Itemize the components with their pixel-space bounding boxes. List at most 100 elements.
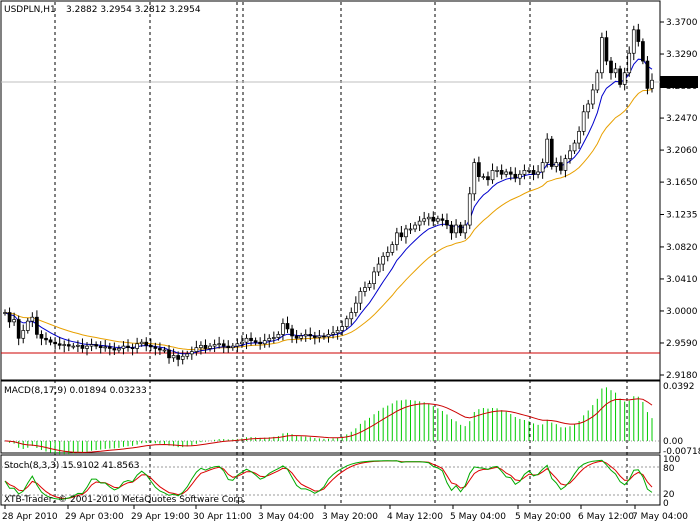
candle-body — [294, 335, 299, 339]
stoch-tick-label: 100 — [663, 455, 680, 465]
candle-body — [194, 347, 199, 352]
candle-body — [276, 334, 281, 338]
candle-body — [262, 340, 267, 345]
candle-body — [394, 232, 399, 245]
candle-body — [308, 334, 313, 337]
price-tick-label: 2.9590 — [666, 339, 698, 349]
candle-body — [408, 228, 413, 231]
candle-body — [244, 337, 249, 343]
candle-body — [112, 348, 117, 351]
candle-body — [440, 218, 445, 221]
candle-body — [559, 162, 563, 171]
price-tick-label: 3.3290 — [666, 50, 698, 60]
candle-body — [203, 344, 208, 349]
candle-body — [504, 171, 509, 175]
candle-body — [390, 244, 395, 253]
candle-body — [180, 355, 185, 360]
candle-body — [107, 346, 112, 349]
candle-body — [16, 319, 21, 339]
candle-body — [463, 224, 468, 234]
candle-body — [641, 41, 645, 62]
candle-body — [522, 170, 527, 175]
candle-body — [35, 316, 39, 335]
candle-body — [53, 341, 57, 345]
current-price-value: 3.2954 — [663, 78, 695, 88]
candle-body — [290, 328, 294, 337]
candle-body — [609, 60, 613, 74]
candle-body — [299, 335, 304, 339]
candle-body — [436, 218, 440, 222]
candle-body — [217, 343, 221, 346]
candle-body — [577, 130, 581, 144]
candle-body — [208, 345, 212, 349]
candle-body — [167, 349, 171, 359]
macd-tick-label: 0.00 — [663, 437, 683, 447]
candle-body — [312, 335, 317, 338]
macd-tick-label: 0.0392 — [663, 382, 695, 392]
candle-body — [449, 224, 454, 234]
candle-body — [490, 170, 495, 181]
macd-histogram — [9, 387, 653, 455]
stoch-indicator-label: Stoch(8,3,3) 15.9102 41.8563 — [4, 461, 139, 471]
price-tick-label: 3.2470 — [666, 114, 698, 124]
candle-body — [595, 72, 600, 91]
candle-body — [139, 341, 144, 345]
time-tick-label: 29 Apr 19:00 — [131, 512, 190, 522]
candle-body — [636, 29, 641, 42]
candle-body — [499, 170, 504, 175]
candle-body — [185, 353, 190, 357]
candle-body — [335, 330, 340, 334]
candle-body — [121, 345, 126, 349]
candle-body — [80, 344, 85, 349]
candle-body — [590, 89, 595, 105]
time-tick-label: 28 Apr 2010 — [2, 512, 58, 522]
candle-body — [285, 323, 290, 330]
time-tick-label: 5 May 04:00 — [450, 512, 506, 522]
candle-body — [148, 344, 153, 348]
candle-body — [94, 344, 98, 347]
candle-body — [645, 60, 650, 89]
candle-body — [531, 170, 536, 175]
macd-indicator-label: MACD(8,17,9) 0.01894 0.03233 — [4, 386, 147, 396]
chart-ohlc-values: 3.2882 3.2954 3.2812 3.2954 — [66, 5, 201, 15]
stoch-signal-line — [4, 460, 653, 500]
price-tick-label: 3.1235 — [666, 211, 698, 221]
candle-body — [586, 103, 591, 113]
time-tick-label: 3 May 20:00 — [322, 512, 378, 522]
candle-body — [144, 341, 149, 346]
time-tick-label: 29 Apr 03:00 — [65, 512, 124, 522]
candle-body — [171, 355, 176, 359]
time-axis: 28 Apr 2010 29 Apr 03:00 29 Apr 19:00 30 Ap… — [2, 505, 688, 522]
time-tick-label: 3 May 04:00 — [258, 512, 314, 522]
candle-body — [404, 228, 408, 238]
candle-body — [176, 355, 180, 360]
candle-body — [472, 162, 477, 195]
candle-body — [48, 339, 53, 343]
price-candles — [3, 23, 654, 367]
candle-body — [527, 170, 531, 172]
candle-body — [21, 330, 26, 339]
candle-body — [422, 218, 427, 222]
candle-body — [303, 334, 308, 337]
price-tick-label: 3.0820 — [666, 243, 698, 253]
candle-body — [417, 220, 422, 226]
candle-body — [572, 142, 577, 152]
macd-tick-label: -0.00718 — [663, 447, 700, 457]
candle-body — [495, 170, 499, 172]
price-tick-label: 3.1650 — [666, 178, 698, 188]
price-axis: 3.3700 3.3290 3.2880 3.2470 3.2060 3.1650 3.12… — [660, 18, 698, 381]
candle-body — [349, 312, 354, 320]
time-tick-label: 5 May 20:00 — [515, 512, 571, 522]
candle-body — [467, 193, 472, 226]
candle-body — [199, 344, 203, 349]
candle-body — [249, 337, 253, 341]
candle-body — [431, 216, 436, 222]
candle-body — [221, 343, 226, 347]
candle-body — [39, 334, 44, 339]
time-tick-label: 30 Apr 11:00 — [193, 512, 252, 522]
candle-body — [226, 345, 231, 349]
candle-body — [3, 312, 7, 314]
candle-body — [322, 335, 326, 338]
